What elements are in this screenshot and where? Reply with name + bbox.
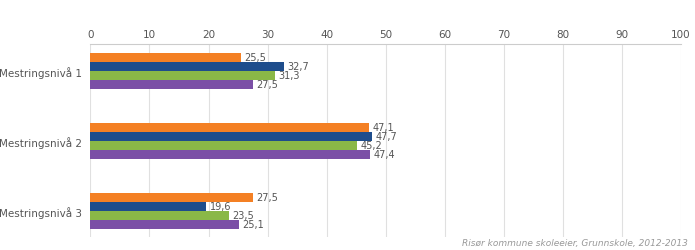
Text: 47,1: 47,1: [372, 123, 394, 133]
Text: 25,1: 25,1: [242, 220, 264, 230]
Bar: [90, 211, 229, 220]
Bar: [90, 150, 370, 160]
Bar: [90, 132, 372, 141]
Text: 27,5: 27,5: [256, 80, 278, 90]
Bar: [90, 72, 275, 80]
Legend: Risør kommune skoleeier, Kommunegruppe 11, Aust-Agder fylke, Nasjonalt: Risør kommune skoleeier, Kommunegruppe 1…: [83, 0, 594, 5]
Text: 47,7: 47,7: [376, 132, 398, 142]
Bar: [90, 80, 253, 90]
Text: 25,5: 25,5: [245, 53, 266, 63]
Text: 47,4: 47,4: [374, 150, 395, 160]
Text: 45,2: 45,2: [361, 141, 383, 151]
Bar: [90, 202, 206, 211]
Text: 27,5: 27,5: [256, 192, 278, 202]
Text: 23,5: 23,5: [233, 210, 254, 220]
Bar: [90, 141, 357, 150]
Bar: [90, 53, 241, 62]
Text: Risør kommune skoleeier, Grunnskole, 2012-2013: Risør kommune skoleeier, Grunnskole, 201…: [462, 238, 688, 248]
Text: 31,3: 31,3: [279, 71, 300, 81]
Bar: [90, 220, 238, 229]
Bar: [90, 123, 368, 132]
Bar: [90, 193, 253, 202]
Bar: [90, 62, 284, 72]
Text: 19,6: 19,6: [210, 202, 231, 211]
Text: 32,7: 32,7: [287, 62, 309, 72]
